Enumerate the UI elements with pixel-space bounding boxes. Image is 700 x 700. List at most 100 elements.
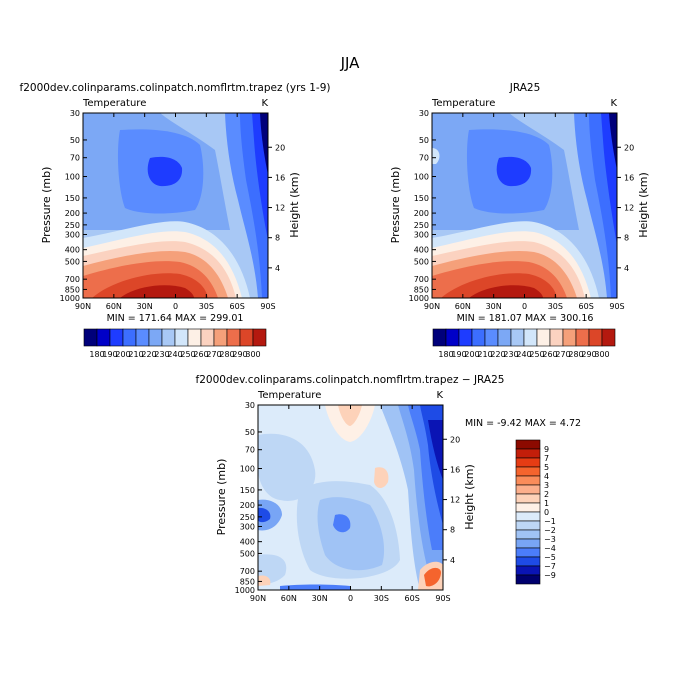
y-tick-label: 300 <box>65 230 80 239</box>
colorbar-label: −7 <box>544 562 556 571</box>
y-tick-label: 70 <box>70 154 80 163</box>
contour-band <box>260 113 268 175</box>
colorbar-box <box>588 328 603 347</box>
panel-model-axes: 90N 60N 30N 0 30S 60S 90S 30 50 70 100 150 200 250300… <box>60 109 286 311</box>
panel-diff-contours <box>258 405 443 590</box>
y-tick-label: 150 <box>65 194 80 203</box>
y2-tick-label: 12 <box>450 496 460 505</box>
colorbar-label: −1 <box>544 517 556 526</box>
colorbar-label: 300 <box>594 350 609 359</box>
y-tick-label: 200 <box>65 209 80 218</box>
colorbar-label: 3 <box>544 481 549 490</box>
y-tick-label: 700 <box>65 275 80 284</box>
y2-tick-label: 4 <box>450 556 455 565</box>
y2-tick-label: 16 <box>275 173 285 182</box>
y2-tick-label: 16 <box>450 465 460 474</box>
x-tick-label: 30S <box>374 594 389 603</box>
y2-tick-label: 8 <box>624 234 629 243</box>
x-tick-label: 60S <box>579 302 594 311</box>
x-tick-label: 30N <box>312 594 328 603</box>
y-tick-label: 200 <box>414 209 429 218</box>
panel-obs-subtitle: Temperature <box>431 98 495 109</box>
colorbar-box <box>174 328 189 347</box>
colorbar-box <box>515 502 541 513</box>
y2-tick-label: 20 <box>275 143 285 152</box>
y-tick-label: 1000 <box>409 294 429 303</box>
colorbar-label: 200 <box>115 350 130 359</box>
colorbar-box <box>458 328 473 347</box>
colorbar-label: 180 <box>438 350 453 359</box>
y-tick-label: 1000 <box>235 586 255 595</box>
contour-band <box>258 575 271 586</box>
colorbar-label: 240 <box>516 350 531 359</box>
colorbar-box <box>515 574 541 585</box>
colorbar-box <box>122 328 137 347</box>
colorbar-label: −4 <box>544 544 556 553</box>
colorbar-label: 9 <box>544 445 549 454</box>
y-tick-label: 700 <box>414 275 429 284</box>
colorbar-label: 270 <box>206 350 221 359</box>
contour-band <box>333 514 351 533</box>
panel-obs-title: JRA25 <box>509 82 541 94</box>
colorbar-box <box>252 328 267 347</box>
x-tick-label: 30S <box>548 302 563 311</box>
colorbar-label: 230 <box>503 350 518 359</box>
y-tick-label: 70 <box>419 154 429 163</box>
colorbar-label: 220 <box>490 350 505 359</box>
y-tick-label: 850 <box>65 285 80 294</box>
colorbar-label: 300 <box>245 350 260 359</box>
y-tick-label: 50 <box>70 136 80 145</box>
y-tick-label: 400 <box>65 246 80 255</box>
y-tick-label: 700 <box>240 567 255 576</box>
panel-model-units: K <box>261 98 268 109</box>
contour-band <box>428 420 443 480</box>
y-tick-label: 400 <box>414 246 429 255</box>
colorbar-box <box>484 328 499 347</box>
colorbar-box <box>432 328 447 347</box>
y-tick-label: 30 <box>245 401 255 410</box>
x-tick-label: 90N <box>75 302 91 311</box>
colorbar-box <box>515 484 541 495</box>
y-tick-label: 850 <box>240 577 255 586</box>
panel-obs-stats: MIN = 181.07 MAX = 300.16 <box>457 313 594 324</box>
colorbar-label: 260 <box>542 350 557 359</box>
y-tick-label: 50 <box>419 136 429 145</box>
colorbar-box <box>226 328 241 347</box>
colorbar-label: −5 <box>544 553 556 562</box>
colorbar-label: 230 <box>154 350 169 359</box>
colorbar-box <box>562 328 577 347</box>
colorbar-box <box>523 328 538 347</box>
y-tick-label: 500 <box>65 257 80 266</box>
panel-obs: JRA25 Temperature K 90N 60N 30N 0 30S 60S 90S 3… <box>389 82 650 359</box>
y-tick-label: 250 <box>65 221 80 230</box>
x-tick-label: 0 <box>348 594 353 603</box>
colorbar-label: 210 <box>477 350 492 359</box>
y-tick-label: 100 <box>240 465 255 474</box>
y2-tick-label: 12 <box>275 204 285 213</box>
colorbar-label: 240 <box>167 350 182 359</box>
y-tick-label: 500 <box>240 549 255 558</box>
y-tick-label: 150 <box>240 486 255 495</box>
colorbar-box <box>213 328 228 347</box>
x-tick-label: 60N <box>106 302 122 311</box>
colorbar-box <box>161 328 176 347</box>
y-tick-label: 300 <box>414 230 429 239</box>
panel-diff-units: K <box>436 390 443 401</box>
colorbar-box <box>515 457 541 468</box>
colorbar-box <box>187 328 202 347</box>
colorbar-box <box>96 328 111 347</box>
y-tick-label: 250 <box>414 221 429 230</box>
contour-band <box>338 405 362 426</box>
x-tick-label: 0 <box>522 302 527 311</box>
panel-model: f2000dev.colinparams.colinpatch.nomflrtm… <box>20 82 331 359</box>
x-tick-label: 90S <box>609 302 624 311</box>
panel-diff-ylabel: Pressure (mb) <box>215 459 228 536</box>
colorbar-label: 2 <box>544 490 549 499</box>
panel-obs-y2label: Height (km) <box>637 172 650 238</box>
colorbar-box <box>515 556 541 567</box>
y2-tick-label: 8 <box>275 234 280 243</box>
y2-tick-label: 4 <box>275 264 280 273</box>
